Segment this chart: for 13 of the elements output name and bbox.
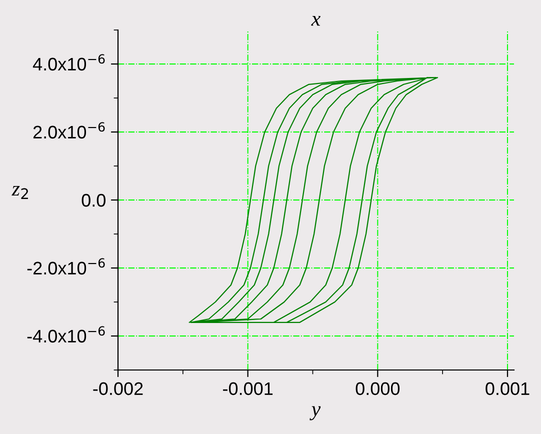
y-tick-label: 0.0: [82, 194, 106, 207]
y-tick-label: -4.0x10$^{−6}$: [27, 326, 105, 343]
y-tick-label: 4.0x10$^{−6}$: [32, 54, 105, 71]
x-axis-title: y: [310, 406, 321, 420]
x-tick-label: 0.001: [486, 382, 530, 396]
x-tick-label: -0.001: [223, 382, 273, 396]
chart-title: x: [311, 16, 320, 26]
y-tick-label: 2.0x10$^{−6}$: [33, 122, 105, 139]
line-series: [188, 77, 438, 323]
y-axis-title: z$_{2}$: [12, 186, 28, 199]
x-tick-label: -0.002: [93, 382, 143, 396]
y-tick-label: -2.0x10$^{−6}$: [27, 258, 105, 275]
x-tick-label: 0.000: [356, 382, 400, 396]
